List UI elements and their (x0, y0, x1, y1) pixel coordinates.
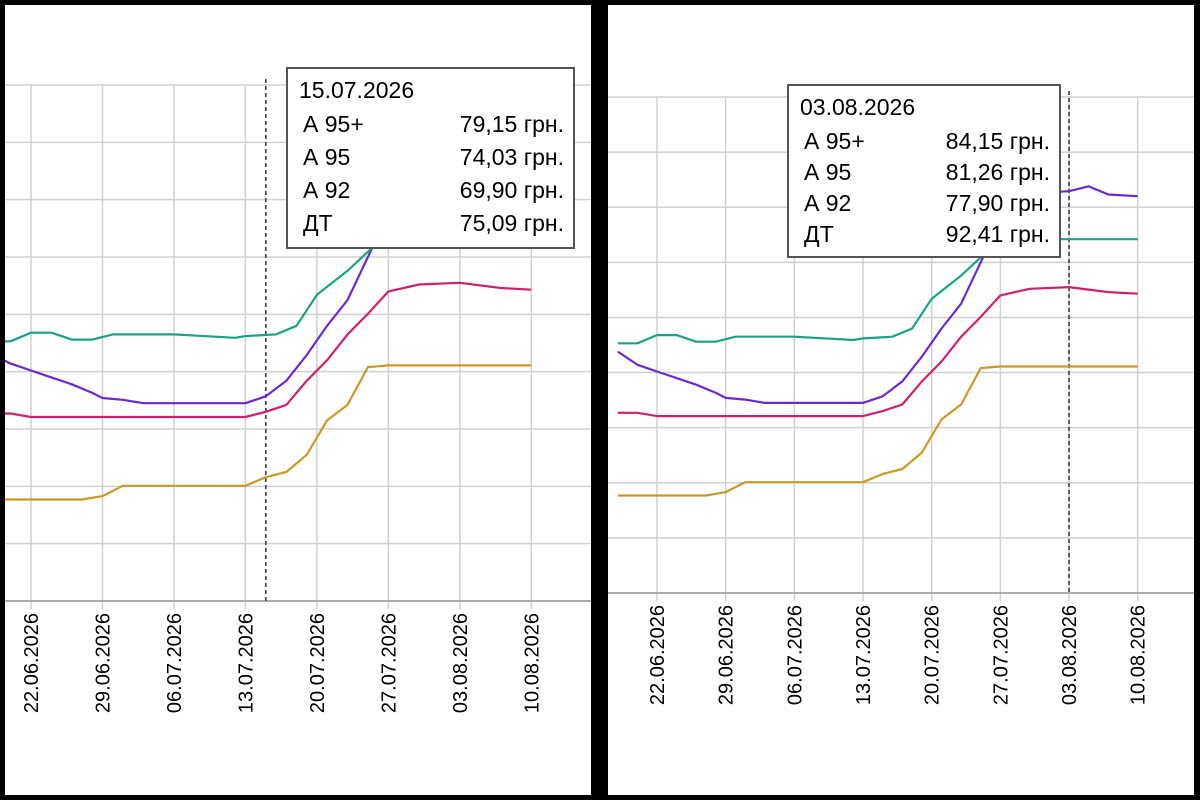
tooltip: 15.07.2026 А 95+ 79,15 грн. А 95 74,03 грн. А… (286, 67, 575, 249)
x-tick-label: 29.06.2026 (716, 605, 738, 705)
x-tick-label: 06.07.2026 (784, 605, 806, 705)
tooltip-row-value: 81,26 грн. (946, 159, 1050, 185)
x-tick-label: 27.07.2026 (378, 613, 400, 713)
grid (608, 96, 1194, 601)
x-tick-label: 10.08.2026 (1128, 605, 1150, 705)
x-tick-label: 13.07.2026 (853, 605, 875, 705)
series-line-DT (5, 231, 532, 343)
tooltip-row-label: А 95+ (804, 128, 865, 154)
x-tick-label: 20.07.2026 (307, 613, 329, 713)
tooltip-date: 03.08.2026 (800, 94, 915, 120)
tooltip-row-label: ДТ (804, 221, 834, 247)
tooltip-row-label: ДТ (303, 210, 333, 236)
tooltip-row-value: 79,15 грн. (460, 111, 564, 137)
chart-left[interactable]: 22.06.2026 29.06.2026 06.07.2026 13.07.2026… (5, 5, 591, 795)
x-tick-label: 03.08.2026 (450, 613, 472, 713)
x-tick-label: 20.07.2026 (922, 605, 944, 705)
tooltip-row-label: А 95 (804, 159, 851, 185)
tooltip-row-value: 77,90 грн. (946, 190, 1050, 216)
tooltip-date: 15.07.2026 (299, 77, 414, 103)
x-tick-label: 10.08.2026 (521, 613, 543, 713)
tooltip-row-value: 84,15 грн. (946, 128, 1050, 154)
series-line-A92 (617, 365, 1138, 497)
chart-panel-left: 22.06.2026 29.06.2026 06.07.2026 13.07.2026… (5, 5, 591, 795)
tooltip-row-value: 75,09 грн. (460, 210, 564, 236)
tooltip-row-label: А 95 (303, 144, 350, 170)
tooltip-row-label: А 92 (804, 190, 851, 216)
x-tick-label: 27.07.2026 (990, 605, 1012, 705)
x-tick-label: 22.06.2026 (21, 613, 43, 713)
x-tick-label: 13.07.2026 (235, 613, 257, 713)
tooltip-row-value: 92,41 грн. (946, 221, 1050, 247)
series-line-A95 (617, 286, 1138, 418)
tooltip: 03.08.2026 А 95+ 84,15 грн. А 95 81,26 грн. А… (787, 84, 1061, 258)
tooltip-row-label: А 92 (303, 177, 350, 203)
chart-right[interactable]: 22.06.2026 29.06.2026 06.07.2026 13.07.2026… (608, 5, 1194, 795)
tooltip-row-value: 69,90 грн. (460, 177, 564, 203)
x-tick-label: 29.06.2026 (92, 613, 114, 713)
chart-panel-right: 22.06.2026 29.06.2026 06.07.2026 13.07.2026… (608, 5, 1194, 795)
tooltip-box (787, 84, 1061, 258)
tooltip-row-label: А 95+ (303, 111, 364, 137)
series-line-A92 (5, 364, 532, 501)
x-tick-label: 06.07.2026 (164, 613, 186, 713)
tooltip-box (286, 67, 575, 249)
tooltip-row-value: 74,03 грн. (460, 144, 564, 170)
x-tick-label: 03.08.2026 (1059, 605, 1081, 705)
x-tick-label: 22.06.2026 (647, 605, 669, 705)
series-line-A95 (5, 281, 532, 419)
grid (5, 84, 591, 609)
